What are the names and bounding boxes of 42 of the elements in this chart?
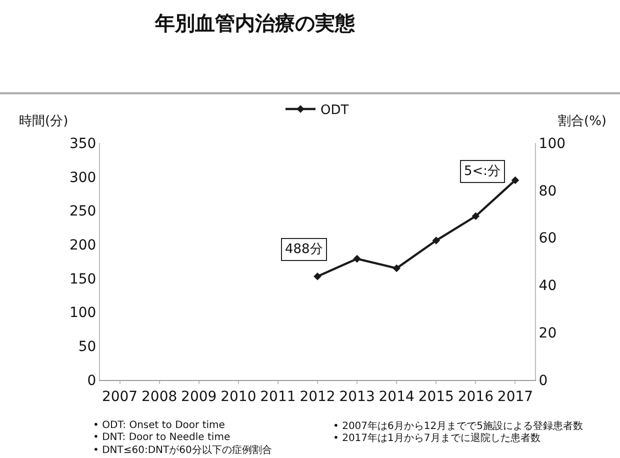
text: • ODT: Onset to Door time <box>93 420 225 431</box>
y2-tick-label: 60 <box>538 230 557 247</box>
legend-label: ODT <box>320 103 349 118</box>
x-tick-label: 2016 <box>458 388 494 405</box>
annotation: 5<:分 <box>464 164 501 179</box>
y-tick-label: 300 <box>69 170 96 186</box>
y-tick-label: 200 <box>69 237 96 254</box>
chart-title: 年別血管内治療の実態 <box>154 10 356 35</box>
y2-tick-label: 40 <box>538 278 557 294</box>
text: • DNT≤60:DNTが60分以下の症例割合 <box>93 444 272 456</box>
point <box>353 254 361 263</box>
x-tick-label: 2008 <box>142 388 178 405</box>
point <box>511 176 520 184</box>
point <box>432 236 440 244</box>
y2-tick-label: 80 <box>538 183 557 200</box>
y-axis-title: 時間(分) <box>19 114 68 129</box>
x-tick-label: 2013 <box>339 388 375 405</box>
x-tick-label: 2012 <box>300 388 336 405</box>
y-tick-label: 100 <box>69 305 96 322</box>
text: • 2017年は1月から7月までに退院した患者数 <box>333 432 540 444</box>
x-tick-label: 2011 <box>260 388 296 405</box>
y-tick-label: 350 <box>69 136 96 152</box>
text: • 2007年は6月から12月までで5施設による登録患者数 <box>333 420 583 432</box>
x-tick-label: 2009 <box>181 388 217 405</box>
y-tick-label: 0 <box>87 372 96 389</box>
y2-axis-title: 割合(%) <box>558 114 606 129</box>
text: • DNT: Door to Needle time <box>93 432 230 443</box>
y2-tick-label: 20 <box>538 326 557 342</box>
y2-tick-label: 100 <box>538 136 566 152</box>
y2-tick-label: 0 <box>538 372 548 389</box>
x-tick-label: 2014 <box>378 388 414 405</box>
y-tick-label: 250 <box>69 204 96 220</box>
y-tick-label: 50 <box>78 339 96 356</box>
point <box>392 264 400 272</box>
point <box>472 212 480 220</box>
y-tick-label: 150 <box>69 271 96 288</box>
x-tick-label: 2017 <box>497 388 534 405</box>
annotation: 488分 <box>285 242 323 257</box>
x-tick-label: 2010 <box>220 388 256 405</box>
point <box>314 272 322 280</box>
x-tick-label: 2015 <box>418 388 454 405</box>
x-tick-label: 2007 <box>102 388 138 405</box>
